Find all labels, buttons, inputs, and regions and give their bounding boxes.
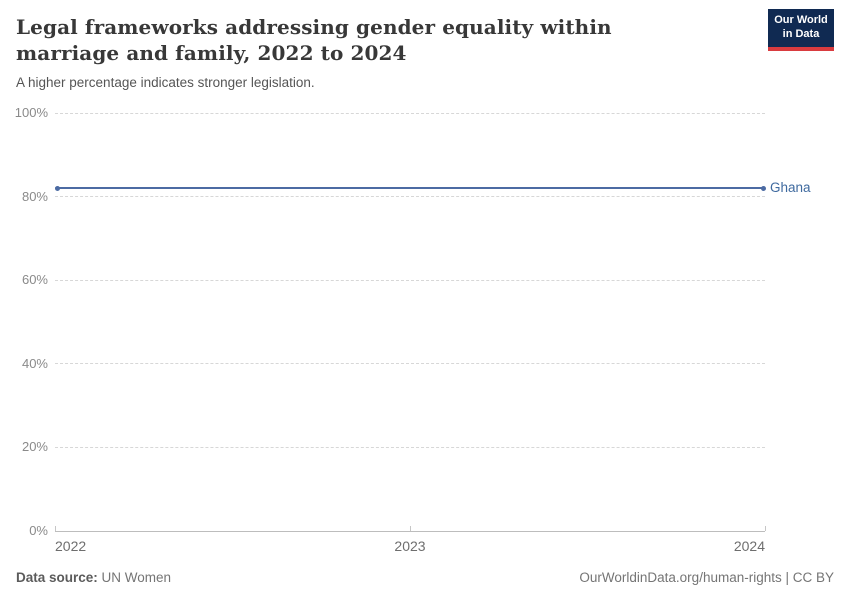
gridline-80 — [55, 196, 765, 198]
y-axis-tick-label: 0% — [29, 523, 48, 538]
y-axis-tick-label: 20% — [21, 439, 48, 455]
x-axis-tick-label: 2022 — [55, 538, 87, 554]
gridline-60 — [55, 279, 765, 281]
y-axis-tick-label: 40% — [21, 355, 48, 371]
owid-logo: Our World in Data — [768, 9, 834, 51]
series-endpoint-dot — [760, 185, 766, 191]
gridline-100 — [55, 112, 765, 114]
x-axis-tick-label: 2023 — [394, 538, 426, 554]
data-source-value: UN Women — [101, 570, 172, 585]
x-axis-tick — [765, 526, 766, 531]
chart-title: Legal frameworks addressing gender equal… — [16, 15, 612, 65]
y-axis-tick-label: 80% — [21, 188, 48, 204]
series-endpoint-dot — [54, 185, 60, 191]
series-line-ghana[interactable] — [55, 187, 763, 190]
gridline-20 — [55, 446, 765, 448]
y-axis-tick-label: 60% — [21, 272, 48, 288]
gridline-40 — [55, 363, 765, 365]
y-axis-tick-label: 100% — [14, 105, 48, 120]
x-axis-tick — [410, 526, 411, 531]
owid-logo-line2: in Data — [782, 28, 820, 40]
owid-link[interactable]: OurWorldinData.org/human-rights | CC BY — [579, 570, 834, 585]
x-axis-line — [55, 531, 765, 532]
owid-logo-line1: Our World — [774, 14, 828, 27]
data-source-note: Data source: UN Women — [16, 570, 171, 585]
series-label-ghana[interactable]: Ghana — [770, 180, 811, 196]
data-source-label: Data source: — [16, 570, 98, 585]
x-axis-tick — [55, 526, 56, 531]
x-axis-tick-label: 2024 — [733, 538, 765, 554]
chart-subtitle: A higher percentage indicates stronger l… — [16, 75, 315, 90]
